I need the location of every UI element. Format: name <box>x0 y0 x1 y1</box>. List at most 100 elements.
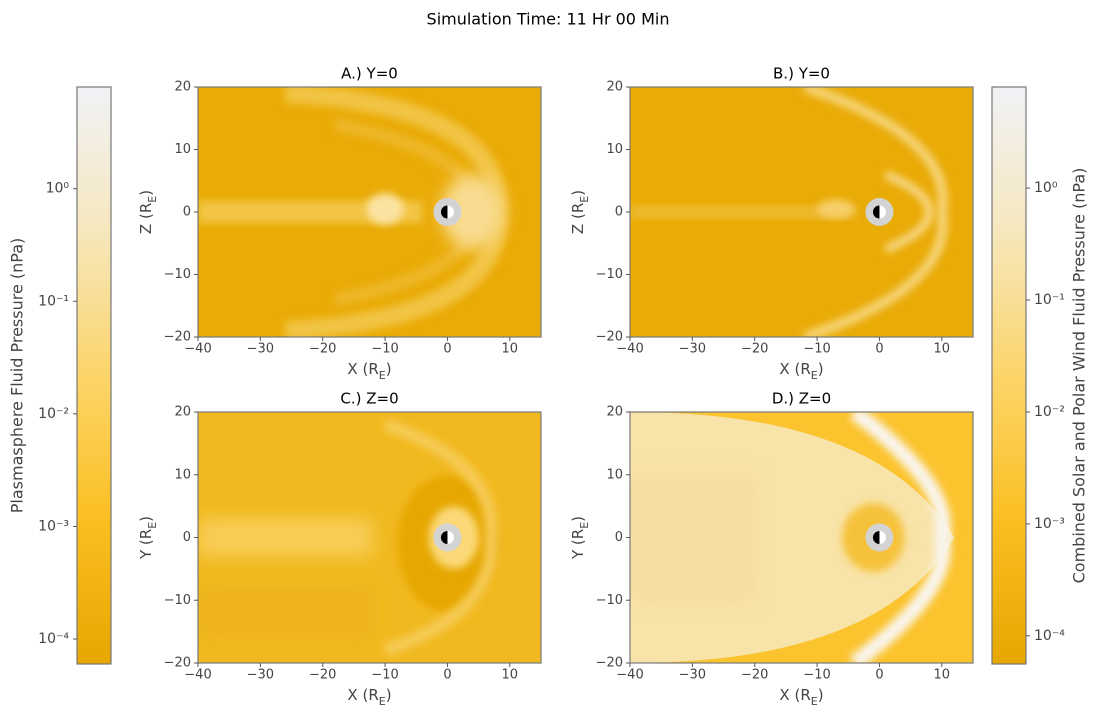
panel-title: D.) Z=0 <box>772 390 831 408</box>
x-tick-label: 10 <box>502 342 519 357</box>
field-feature <box>366 193 404 225</box>
y-tick-label: 10 <box>606 467 623 482</box>
field-feature <box>849 412 951 663</box>
colorbar-tick-label: 10⁻¹ <box>38 293 69 309</box>
y-tick-label: 10 <box>174 142 191 157</box>
field-feature <box>198 200 423 224</box>
y-tick-label: 0 <box>615 205 623 220</box>
field <box>198 412 541 663</box>
x-tick-label: 10 <box>502 668 519 683</box>
colorbar-tick-label: 10⁻⁴ <box>38 631 69 647</box>
colorbar-tick-label: 10⁻¹ <box>1034 292 1065 308</box>
y-tick-label: 10 <box>174 467 191 482</box>
y-axis-label-part: Y (R <box>137 529 155 560</box>
colorbar <box>991 86 1027 665</box>
x-tick-label: 0 <box>443 668 451 683</box>
y-tick-label: 20 <box>174 405 191 420</box>
y-tick-label: −10 <box>164 267 191 282</box>
y-axis-label-part: ) <box>137 190 155 196</box>
y-tick-label: 20 <box>606 80 623 95</box>
field-feature <box>441 174 504 250</box>
x-tick-label: −10 <box>803 342 830 357</box>
y-tick-label: −10 <box>596 267 623 282</box>
y-tick-label: −10 <box>164 593 191 608</box>
x-axis-label: X (RE) <box>779 686 823 708</box>
earth-night <box>872 531 880 544</box>
x-tick-label: −10 <box>803 668 830 683</box>
x-axis-label-part: ) <box>386 686 392 704</box>
y-axis-label-part: ) <box>137 516 155 522</box>
field-feature <box>630 474 755 601</box>
x-axis-label-part: X (R <box>779 686 810 704</box>
x-axis-label-part: ) <box>818 360 824 378</box>
field-feature <box>884 171 934 253</box>
y-axis-label: Y (RE) <box>569 516 591 560</box>
x-axis-label-part: X (R <box>347 360 378 378</box>
earth-night <box>440 531 448 544</box>
colorbar <box>76 86 112 665</box>
field-feature <box>630 205 855 219</box>
field-feature <box>803 87 948 337</box>
y-tick-label: −10 <box>596 593 623 608</box>
field-feature <box>198 587 373 638</box>
y-tick-label: 20 <box>606 405 623 420</box>
x-tick-label: −20 <box>741 342 768 357</box>
field-feature <box>383 418 498 657</box>
x-axis-label-part: E <box>811 369 818 382</box>
colorbar-tick-label: 10⁻² <box>1034 404 1065 420</box>
colorbar-tick-label: 10⁰ <box>1034 180 1058 196</box>
colorbar-tick-label: 10⁰ <box>46 181 70 197</box>
x-tick-label: 10 <box>934 668 951 683</box>
earth-night <box>872 205 880 219</box>
x-axis-label-part: ) <box>386 360 392 378</box>
x-tick-label: −20 <box>309 668 336 683</box>
earth-night <box>440 205 448 219</box>
y-axis-label: Z (RE) <box>569 190 591 234</box>
y-tick-label: 0 <box>183 205 191 220</box>
x-tick-label: −30 <box>247 342 274 357</box>
y-axis-label-part: Y (R <box>569 529 587 560</box>
x-tick-label: −30 <box>247 668 274 683</box>
y-tick-label: −20 <box>596 656 623 671</box>
panel-title: A.) Y=0 <box>341 65 398 83</box>
x-axis-label-part: ) <box>818 686 824 704</box>
x-axis-label-part: E <box>811 695 818 708</box>
x-tick-label: −10 <box>371 668 398 683</box>
figure-title: Simulation Time: 11 Hr 00 Min <box>427 10 670 29</box>
x-tick-label: −40 <box>616 668 643 683</box>
y-axis-label-part: ) <box>569 516 587 522</box>
x-tick-label: −30 <box>679 668 706 683</box>
y-axis-label-part: Z (R <box>569 203 587 234</box>
x-tick-label: 10 <box>934 342 951 357</box>
x-tick-label: 0 <box>443 342 451 357</box>
x-tick-label: −30 <box>679 342 706 357</box>
x-tick-label: −20 <box>741 668 768 683</box>
y-axis-label-part: E <box>146 522 159 529</box>
colorbar-tick-label: 10⁻² <box>38 406 69 422</box>
y-tick-label: 0 <box>183 530 191 545</box>
y-axis-label-part: E <box>146 196 159 203</box>
y-tick-label: −20 <box>164 330 191 345</box>
panel-title: C.) Z=0 <box>340 390 398 408</box>
y-tick-label: −20 <box>596 330 623 345</box>
x-tick-label: −40 <box>616 342 643 357</box>
x-axis-label-part: E <box>379 369 386 382</box>
x-axis-label: X (RE) <box>347 360 391 382</box>
y-axis-label-part: E <box>578 522 591 529</box>
field <box>198 87 541 337</box>
x-tick-label: 0 <box>875 668 883 683</box>
panel-title: B.) Y=0 <box>773 65 830 83</box>
colorbar-label: Combined Solar and Polar Wind Fluid Pres… <box>1070 168 1089 584</box>
x-axis-label-part: E <box>379 695 386 708</box>
field-feature <box>198 518 373 557</box>
field <box>630 412 973 663</box>
x-tick-label: 0 <box>875 342 883 357</box>
x-axis-label: X (RE) <box>779 360 823 382</box>
y-tick-label: 10 <box>606 142 623 157</box>
colorbar-tick-label: 10⁻⁴ <box>1034 628 1065 644</box>
y-axis-label: Z (RE) <box>137 190 159 234</box>
colorbar-tick-label: 10⁻³ <box>1034 516 1065 532</box>
y-tick-label: 0 <box>615 530 623 545</box>
field <box>630 87 973 337</box>
